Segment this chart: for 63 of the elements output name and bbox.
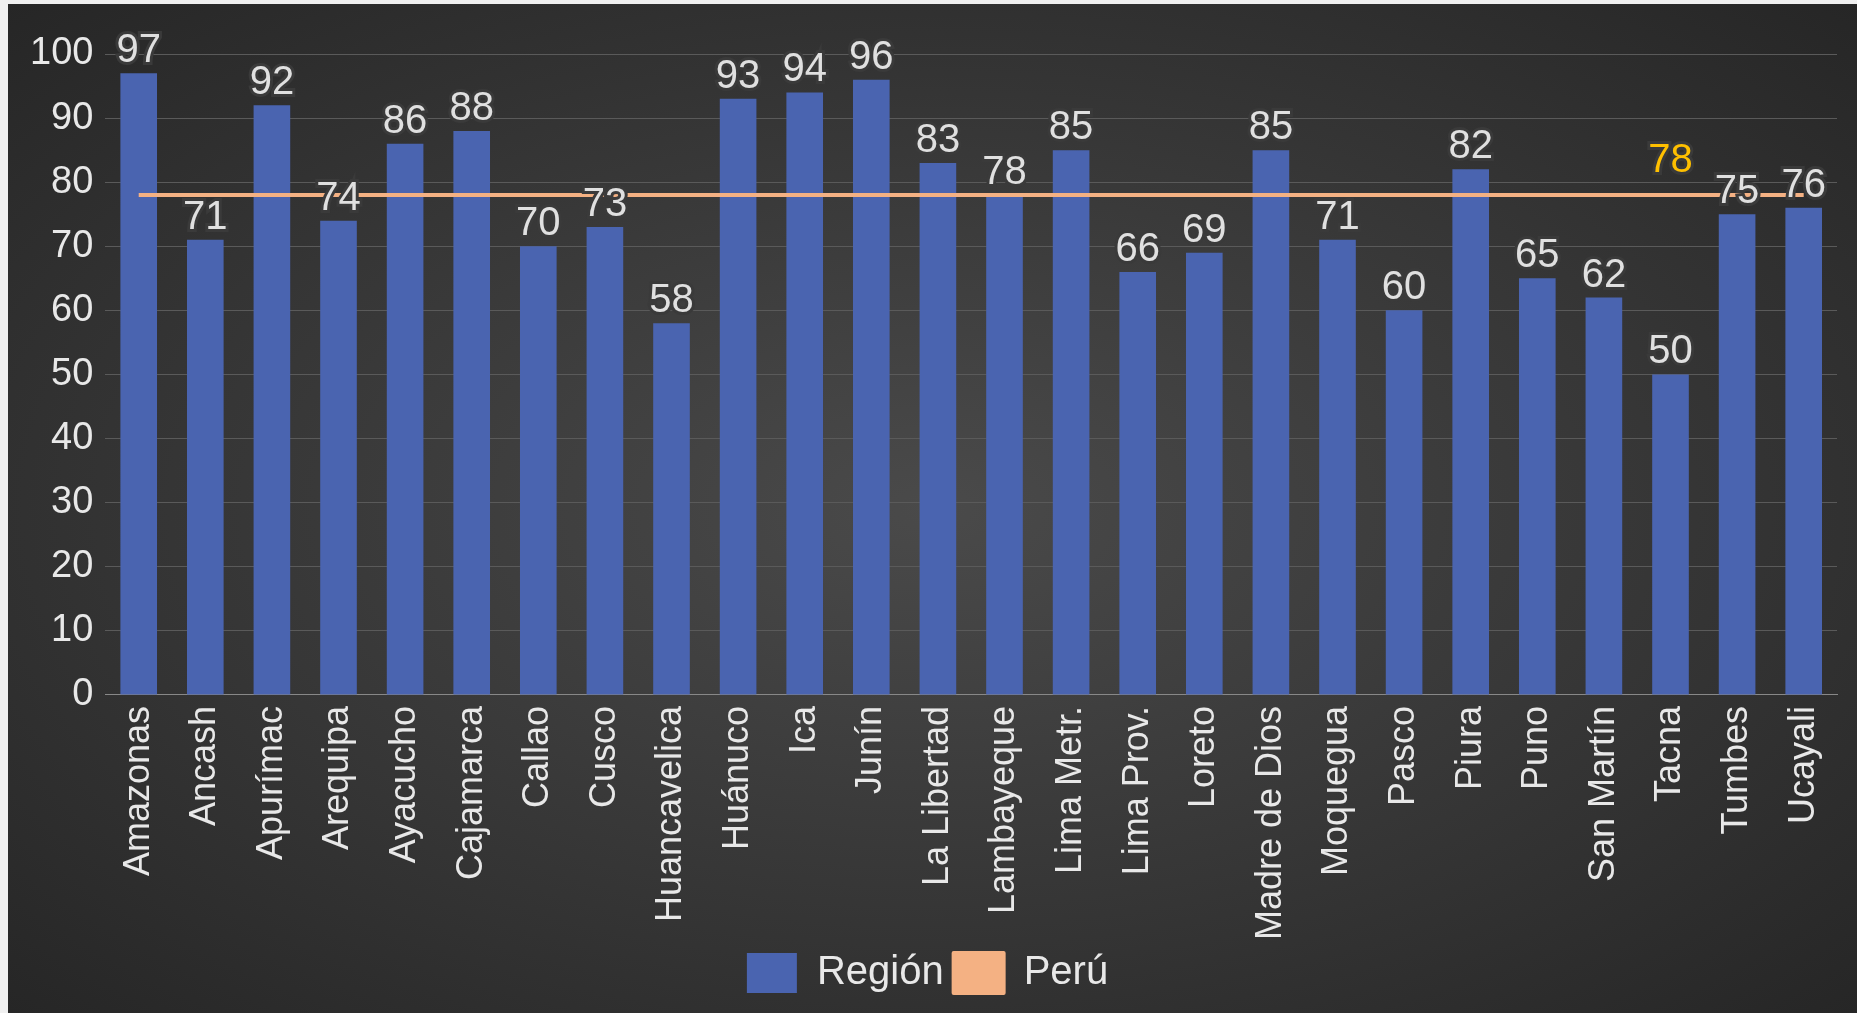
x-tick-label: Lima Metr. — [1048, 705, 1090, 874]
y-tick-label: 90 — [51, 94, 94, 137]
data-label: 58 — [649, 276, 694, 321]
x-tick-label: Amazonas — [115, 705, 157, 876]
y-tick-label: 80 — [51, 158, 94, 201]
x-tick-label: Junín — [848, 705, 890, 794]
data-label: 85 — [1048, 103, 1094, 148]
x-tick-label: Ucayali — [1780, 705, 1822, 824]
data-label: 62 — [1581, 250, 1627, 295]
data-label: 92 — [249, 58, 295, 103]
data-label: 50 — [1648, 327, 1693, 372]
data-label: 96 — [849, 32, 894, 77]
data-label: 97 — [116, 26, 161, 71]
data-label: 66 — [1115, 224, 1160, 269]
data-label: 71 — [183, 192, 228, 237]
x-tick-label: Pasco — [1381, 705, 1423, 806]
x-tick-label: Tacna — [1647, 704, 1689, 802]
y-tick-label: 20 — [51, 543, 94, 586]
x-tick-label: Arequipa — [315, 704, 357, 850]
legend-label: Región — [816, 948, 944, 993]
data-label: 78 — [982, 148, 1027, 193]
data-label: 86 — [382, 96, 428, 141]
data-label: 93 — [715, 51, 761, 96]
data-label: 60 — [1381, 263, 1427, 308]
x-tick-label: Huancavelica — [648, 704, 690, 923]
data-label: 69 — [1182, 205, 1227, 250]
x-tick-label: Huánuco — [715, 705, 757, 850]
data-label: 71 — [1315, 192, 1360, 237]
legend-label: Perú — [1023, 948, 1109, 993]
x-tick-label: Apurímac — [248, 705, 290, 860]
x-tick-label: Callao — [515, 705, 557, 808]
x-tick-label: San Martín — [1580, 705, 1622, 882]
x-tick-label: La Libertad — [914, 705, 956, 887]
data-label: 78 — [1648, 136, 1693, 181]
x-tick-label: Madre de Dios — [1247, 705, 1289, 940]
data-label: 88 — [449, 83, 494, 128]
y-tick-label: 70 — [51, 222, 94, 265]
x-tick-label: Lima Prov. — [1114, 705, 1156, 876]
x-tick-label: Cajamarca — [448, 704, 490, 880]
x-tick-label: Ayacucho — [382, 705, 424, 864]
x-tick-label: Ica — [781, 704, 823, 754]
y-tick-label: 100 — [30, 30, 94, 73]
x-tick-label: Ancash — [182, 705, 224, 826]
y-tick-label: 60 — [51, 286, 94, 329]
x-tick-label: Loreto — [1181, 705, 1223, 808]
x-tick-label: Piura — [1447, 704, 1489, 790]
data-label: 65 — [1515, 231, 1560, 276]
data-label: 82 — [1448, 122, 1493, 167]
y-tick-label: 10 — [51, 607, 94, 650]
x-tick-label: Cusco — [581, 705, 623, 808]
x-tick-label: Moquegua — [1314, 704, 1356, 877]
y-tick-label: 50 — [51, 350, 94, 393]
data-label: 70 — [516, 199, 561, 244]
data-label: 83 — [915, 115, 961, 160]
data-label: 76 — [1781, 160, 1826, 205]
x-tick-label: Lambayeque — [981, 705, 1023, 915]
y-tick-label: 0 — [72, 671, 94, 714]
y-tick-label: 30 — [51, 479, 94, 522]
x-tick-label: Puno — [1514, 705, 1556, 790]
x-tick-label: Tumbes — [1714, 705, 1756, 835]
data-label: 94 — [782, 45, 827, 90]
y-tick-label: 40 — [51, 415, 94, 458]
data-label: 85 — [1248, 103, 1294, 148]
